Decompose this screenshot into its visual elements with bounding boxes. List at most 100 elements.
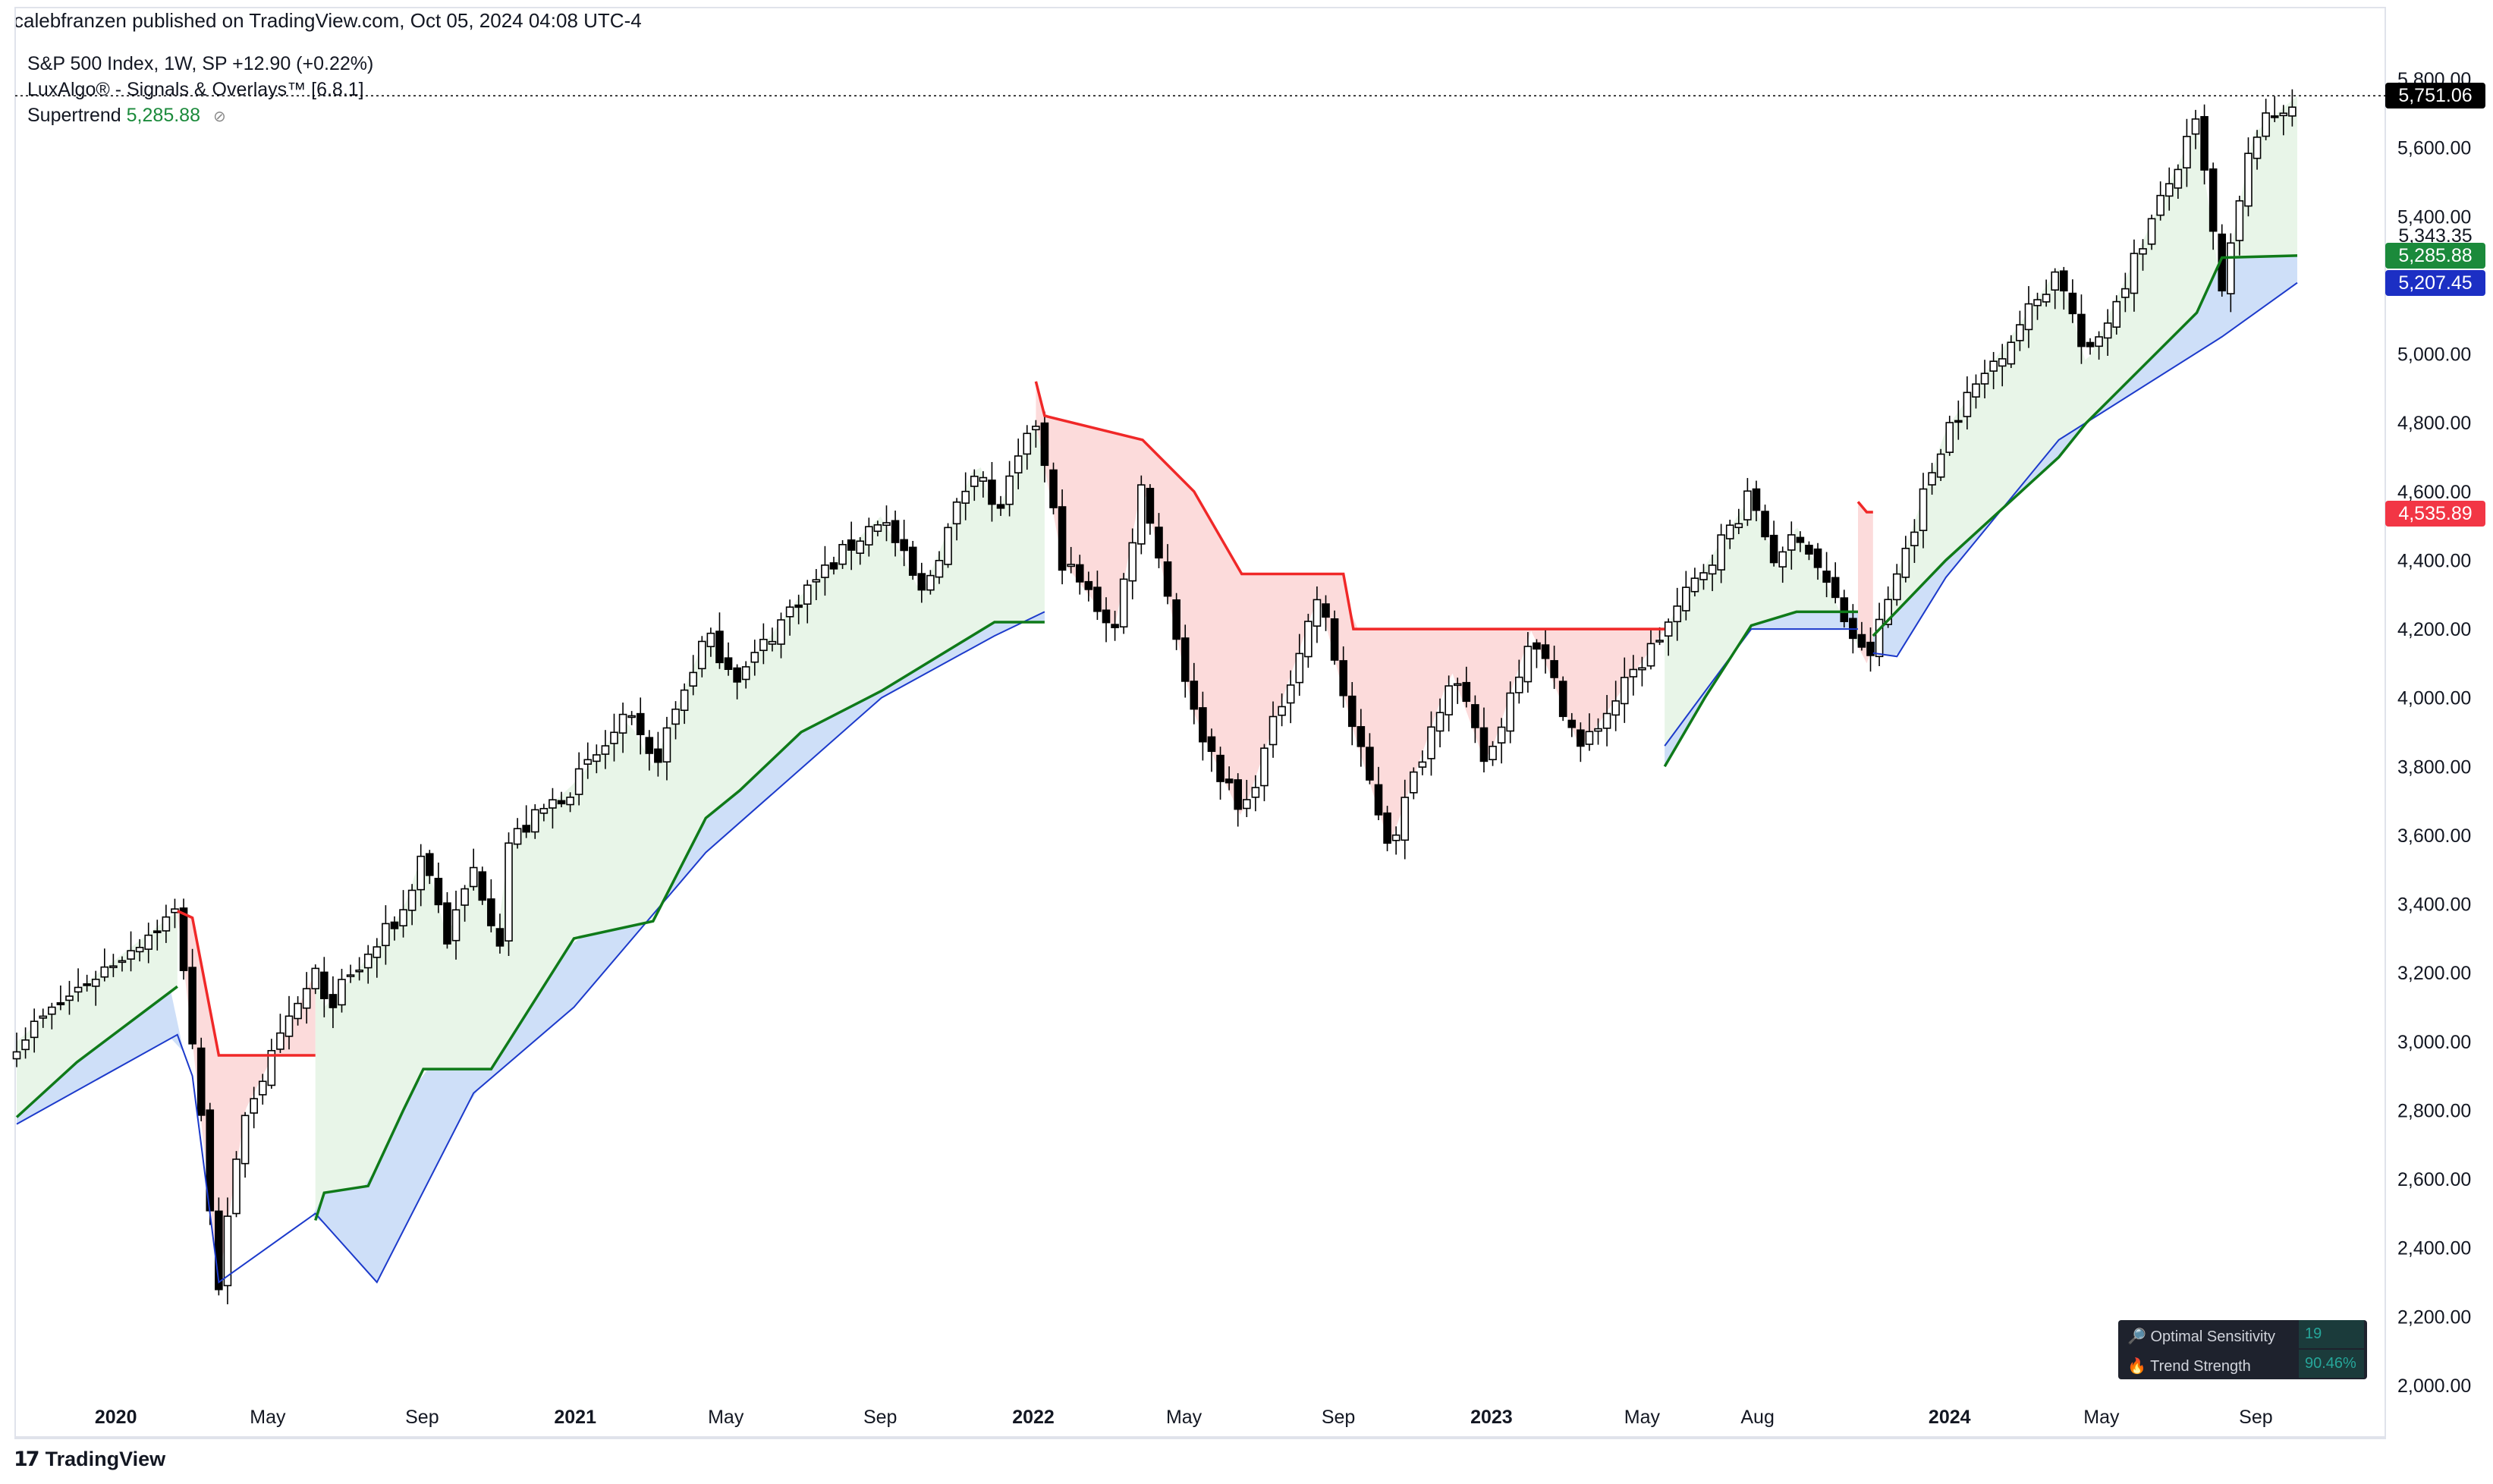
candle	[56, 985, 65, 1011]
candle	[74, 968, 83, 1002]
candle	[505, 832, 513, 956]
candle	[258, 1074, 267, 1105]
optimal-sensitivity-row: 🔎 Optimal Sensitivity 19	[2118, 1320, 2367, 1350]
blue-band-fill	[1665, 612, 1858, 767]
candle	[30, 1008, 39, 1053]
candle	[1347, 682, 1357, 746]
y-tick-label: 4,800.00	[2397, 413, 2471, 434]
trend-strength-row: 🔥 Trend Strength 90.46%	[2118, 1350, 2367, 1379]
candle	[935, 551, 944, 584]
candle	[487, 879, 495, 932]
candle	[583, 742, 593, 779]
eye-slash-icon[interactable]: ⊘	[212, 108, 226, 125]
candle	[355, 957, 363, 981]
x-tick-label: 2023	[1470, 1407, 1513, 1428]
candle	[750, 640, 759, 676]
candle	[1224, 766, 1234, 791]
candle	[2033, 292, 2042, 320]
supertrend-bear-line	[1034, 381, 1665, 630]
candle	[1322, 595, 1330, 631]
y-tick-label: 3,400.00	[2397, 894, 2471, 916]
candle	[988, 461, 996, 522]
candle	[1032, 420, 1040, 448]
candle	[1128, 528, 1137, 599]
candles	[12, 89, 2297, 1305]
candle	[557, 791, 566, 807]
candle	[1286, 670, 1295, 724]
candle	[1734, 508, 1743, 534]
candle	[812, 569, 821, 601]
candle	[294, 996, 302, 1026]
candle	[961, 472, 970, 520]
candle	[1602, 695, 1611, 747]
candle	[2016, 310, 2024, 351]
candle	[83, 974, 91, 992]
candle	[1084, 571, 1093, 602]
candle	[1585, 713, 1594, 751]
candle	[1251, 775, 1260, 812]
candle	[267, 1039, 276, 1089]
candle	[302, 972, 311, 1024]
chart-border	[14, 7, 2386, 1439]
candle	[399, 890, 407, 938]
candle	[461, 885, 469, 922]
candle	[1514, 659, 1523, 704]
candle	[1023, 425, 1032, 470]
candle	[2270, 96, 2279, 123]
candle	[768, 627, 777, 652]
axes: 5,800.005,600.005,400.005,200.005,000.00…	[95, 69, 2471, 1428]
candle	[2051, 268, 2060, 310]
candle	[926, 570, 935, 595]
candle	[1980, 360, 1989, 399]
candle	[891, 510, 900, 557]
candle	[1550, 646, 1558, 690]
candle	[2086, 338, 2095, 355]
supertrend-bull-line	[15, 985, 178, 1118]
candle	[2095, 331, 2103, 360]
candle	[1497, 718, 1506, 764]
candle	[1690, 568, 1699, 597]
bull-zone-fill	[1665, 495, 1858, 767]
brand-label: TradingView	[45, 1448, 166, 1470]
candle	[1172, 593, 1180, 650]
candle	[118, 956, 127, 972]
supertrend-legend[interactable]: Supertrend 5,285.88 ⊘	[27, 105, 226, 127]
candle	[1866, 627, 1875, 672]
candle	[1761, 505, 1769, 541]
candle	[856, 537, 865, 565]
indicator-fills	[17, 96, 2297, 1283]
candle	[1075, 555, 1084, 595]
row-value: 19	[2299, 1320, 2364, 1348]
candle	[1769, 520, 1778, 567]
candle	[1278, 693, 1286, 727]
candle	[1822, 552, 1831, 598]
candle	[821, 545, 829, 596]
candle	[2191, 109, 2200, 149]
candle	[706, 627, 715, 657]
candle	[1339, 646, 1347, 708]
candle	[276, 1014, 285, 1053]
candle	[1567, 712, 1577, 737]
candle	[1963, 376, 1972, 430]
blue-band-fill	[17, 612, 1045, 1282]
dashboard-table: 🔎 Optimal Sensitivity 19 🔥 Trend Strengt…	[2118, 1320, 2367, 1379]
x-tick-label: 2022	[1012, 1407, 1055, 1428]
candle	[2262, 99, 2270, 140]
candle	[522, 805, 530, 838]
candle	[2174, 164, 2183, 200]
candle	[1945, 415, 1954, 456]
candle	[838, 539, 847, 569]
y-tick-label: 2,800.00	[2397, 1100, 2471, 1121]
publish-line: calebfranzen published on TradingView.co…	[14, 9, 642, 32]
y-tick-label: 5,000.00	[2397, 344, 2471, 366]
tradingview-footer[interactable]: 𝟭𝟳 TradingView	[14, 1448, 165, 1471]
candle	[1673, 587, 1682, 641]
candle	[1391, 826, 1401, 855]
indicator-legend[interactable]: LuxAlgo® - Signals & Overlays™ [6.8.1]	[27, 79, 364, 100]
x-tick-label: 2024	[1929, 1407, 1971, 1428]
candle	[425, 850, 434, 885]
candle	[196, 1037, 206, 1121]
candle	[996, 495, 1005, 517]
symbol-legend[interactable]: S&P 500 Index, 1W, SP +12.90 (+0.22%)	[27, 53, 374, 74]
